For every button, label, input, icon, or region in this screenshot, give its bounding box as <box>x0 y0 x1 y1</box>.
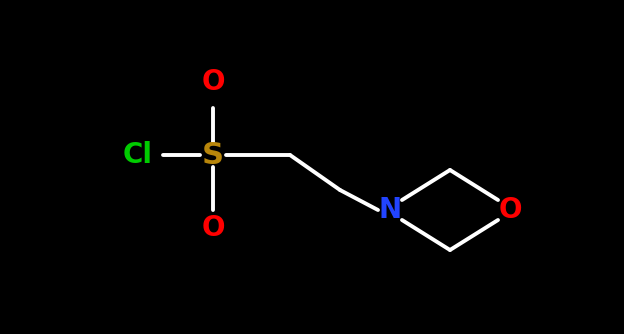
Text: S: S <box>202 141 224 169</box>
Text: O: O <box>202 68 225 96</box>
Text: O: O <box>498 196 522 224</box>
Text: O: O <box>202 214 225 242</box>
Text: N: N <box>378 196 402 224</box>
Text: Cl: Cl <box>123 141 153 169</box>
